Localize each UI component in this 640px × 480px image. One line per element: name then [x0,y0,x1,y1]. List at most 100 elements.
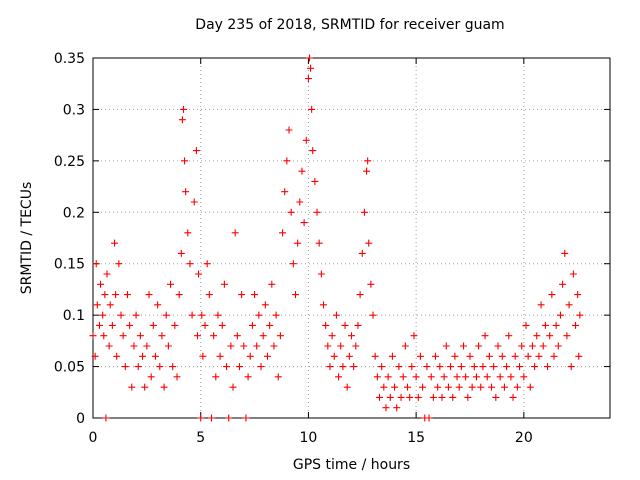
data-point [505,332,513,340]
data-point [156,363,164,371]
data-point [291,291,299,299]
data-point [266,321,274,329]
data-point [141,383,149,391]
data-point [246,352,254,360]
data-point [154,301,162,309]
data-point [315,239,323,247]
data-point [311,177,319,185]
x-tick-label: 10 [300,430,318,446]
data-point [93,301,101,309]
data-point [500,383,508,391]
data-point [203,260,211,268]
data-point [281,188,289,196]
data-points [89,54,584,422]
data-point [401,342,409,350]
data-point [507,373,515,381]
data-point [475,342,483,350]
data-point [574,291,582,299]
data-point [298,167,306,175]
data-point [419,383,427,391]
data-point [429,393,437,401]
data-point [300,219,308,227]
data-point [552,321,560,329]
data-point [541,321,549,329]
data-point [193,332,201,340]
data-point [257,363,265,371]
data-point [105,342,113,350]
data-point [423,363,431,371]
data-point [305,54,313,62]
data-point [214,311,222,319]
data-point [112,291,120,299]
data-point [240,342,248,350]
data-point [516,363,524,371]
data-point [178,116,186,124]
data-point [539,342,547,350]
data-point [399,373,407,381]
data-point [408,363,416,371]
plot-frame [92,57,611,419]
data-point [427,373,435,381]
data-point [322,321,330,329]
data-point [533,332,541,340]
data-point [442,342,450,350]
data-point [128,383,136,391]
data-point [167,280,175,288]
data-point [335,373,343,381]
data-point [559,280,567,288]
data-point [326,363,334,371]
data-point [528,342,536,350]
data-point [261,301,269,309]
data-point [216,352,224,360]
data-point [520,373,528,381]
data-point [360,208,368,216]
data-point [324,342,332,350]
data-point [373,373,381,381]
data-point [350,363,358,371]
data-point [248,321,256,329]
y-tick-label: 0.15 [54,257,85,273]
data-point [485,352,493,360]
data-point [130,342,138,350]
data-point [276,332,284,340]
data-point [367,280,375,288]
data-point [365,239,373,247]
data-point [255,311,263,319]
data-point [251,291,259,299]
data-point [313,208,321,216]
data-point [106,301,114,309]
data-point [238,291,246,299]
data-point [483,373,491,381]
data-point [91,352,99,360]
data-point [171,321,179,329]
data-point [184,229,192,237]
data-point [332,311,340,319]
tick-labels: 0 0.05 0.1 0.15 0.2 0.25 0.3 0.35 0 5 10 15 20 [54,51,533,446]
data-point [358,249,366,257]
data-point [227,342,235,350]
data-point [328,332,336,340]
data-point [126,321,134,329]
data-point [111,239,119,247]
data-point [554,342,562,350]
data-point [225,414,233,422]
data-point [472,373,480,381]
data-point [382,404,390,412]
y-axis-label: SRMTID / TECUs [19,181,35,295]
data-point [175,291,183,299]
data-point [302,136,310,144]
x-tick-label: 20 [515,430,533,446]
data-point [101,291,109,299]
data-point [233,332,241,340]
data-point [162,311,170,319]
x-tick-label: 5 [196,430,205,446]
data-point [412,373,420,381]
data-point [488,383,496,391]
data-point [145,291,153,299]
data-point [479,363,487,371]
y-tick-label: 0.35 [54,51,85,67]
data-point [466,352,474,360]
data-point [149,321,157,329]
axes [92,57,611,419]
data-point [531,363,539,371]
